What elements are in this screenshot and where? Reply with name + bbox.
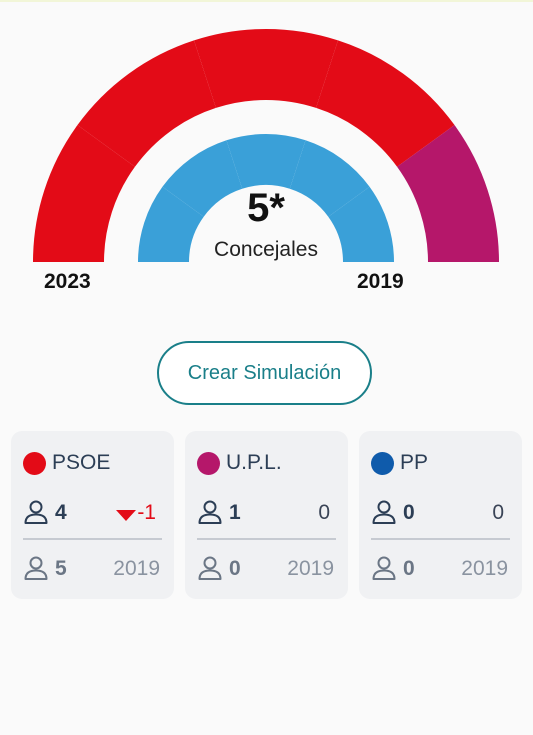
year-previous-label: 2019 <box>357 270 404 293</box>
down-arrow-icon <box>116 510 136 521</box>
seat-segment-2023-psoe <box>316 40 455 167</box>
person-icon <box>24 556 48 580</box>
previous-seats-value: 5 <box>55 557 67 580</box>
seats-label: Concejales <box>214 238 318 261</box>
person-icon <box>24 500 48 524</box>
current-seats-row: 0 0 <box>371 499 510 527</box>
year-current-label: 2023 <box>44 270 91 293</box>
previous-seats-value: 0 <box>403 557 415 580</box>
party-name: PSOE <box>52 451 111 474</box>
previous-year: 2019 <box>287 557 334 580</box>
current-seats-row: 4 -1 <box>23 499 162 527</box>
seat-segment-2019-psoe <box>138 186 204 262</box>
create-simulation-button[interactable]: Crear Simulación <box>157 341 372 405</box>
party-card-upl[interactable]: U.P.L. 1 0 0 2019 <box>185 431 348 599</box>
previous-year: 2019 <box>461 557 508 580</box>
divider <box>197 538 336 540</box>
seat-segment-2023-psoe <box>33 125 135 262</box>
divider <box>371 538 510 540</box>
seat-change: 0 <box>318 501 330 524</box>
person-icon <box>372 556 396 580</box>
person-icon <box>198 500 222 524</box>
party-name: PP <box>400 451 429 474</box>
seats-value: 1 <box>229 501 241 524</box>
seat-segment-2019-psoe <box>289 140 370 217</box>
previous-seats-value: 0 <box>229 557 241 580</box>
seat-segment-2019-psoe <box>162 140 243 217</box>
party-card-pp[interactable]: PP 0 0 0 2019 <box>359 431 522 599</box>
previous-year: 2019 <box>113 557 160 580</box>
previous-seats-row: 0 2019 <box>371 555 510 583</box>
seats-value: 4 <box>55 501 67 524</box>
seat-change: -1 <box>137 501 156 524</box>
party-color-dot <box>197 452 220 475</box>
seat-chart <box>33 28 499 262</box>
divider <box>23 538 162 540</box>
seat-segment-2019-psoe <box>226 134 306 189</box>
total-seats: 5* <box>247 186 285 230</box>
person-icon <box>198 556 222 580</box>
current-seats-row: 1 0 <box>197 499 336 527</box>
seats-value: 0 <box>403 501 415 524</box>
seat-segment-2019-psoe <box>328 186 394 262</box>
previous-seats-row: 0 2019 <box>197 555 336 583</box>
seat-segment-2023-upl <box>397 125 499 262</box>
party-color-dot <box>23 452 46 475</box>
previous-seats-row: 5 2019 <box>23 555 162 583</box>
party-card-psoe[interactable]: PSOE 4 -1 5 2019 <box>11 431 174 599</box>
seat-change: 0 <box>492 501 504 524</box>
party-name: U.P.L. <box>226 451 282 474</box>
seat-segment-2023-psoe <box>193 28 339 108</box>
seat-segment-2023-psoe <box>77 40 216 167</box>
person-icon <box>372 500 396 524</box>
party-color-dot <box>371 452 394 475</box>
status-strip <box>0 0 533 2</box>
